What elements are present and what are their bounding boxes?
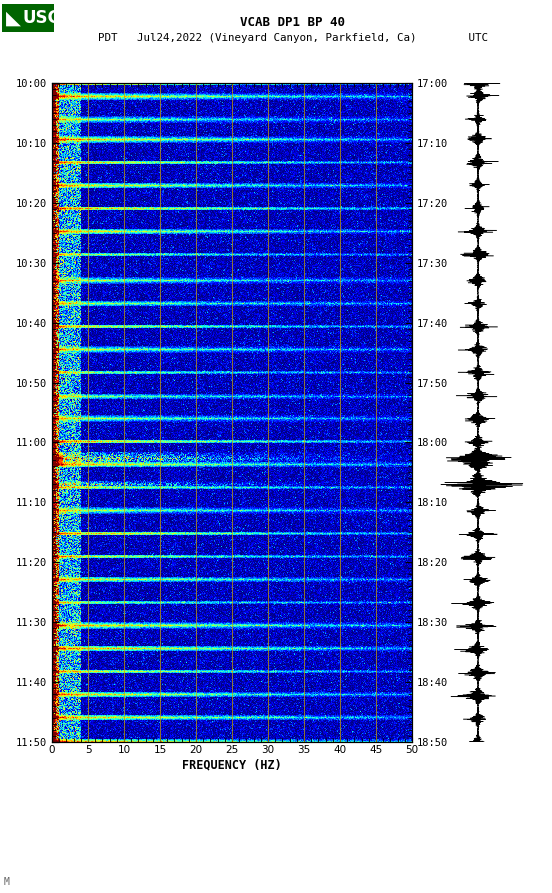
Text: ◣: ◣ bbox=[6, 9, 21, 28]
Text: USGS: USGS bbox=[22, 9, 73, 27]
Text: PDT   Jul24,2022 (Vineyard Canyon, Parkfield, Ca)        UTC: PDT Jul24,2022 (Vineyard Canyon, Parkfie… bbox=[98, 33, 487, 43]
X-axis label: FREQUENCY (HZ): FREQUENCY (HZ) bbox=[182, 759, 282, 772]
Text: M: M bbox=[4, 877, 10, 887]
FancyBboxPatch shape bbox=[2, 4, 54, 32]
Text: VCAB DP1 BP 40: VCAB DP1 BP 40 bbox=[240, 15, 345, 29]
